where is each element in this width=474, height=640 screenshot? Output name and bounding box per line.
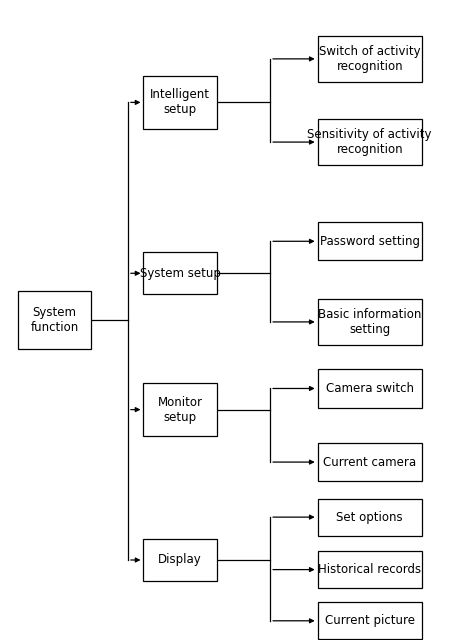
Text: Basic information
setting: Basic information setting xyxy=(318,308,421,336)
Text: Sensitivity of activity
recognition: Sensitivity of activity recognition xyxy=(308,128,432,156)
Text: System
function: System function xyxy=(30,306,79,334)
FancyBboxPatch shape xyxy=(318,551,422,588)
FancyBboxPatch shape xyxy=(318,119,422,165)
FancyBboxPatch shape xyxy=(318,499,422,536)
Text: System setup: System setup xyxy=(140,267,220,280)
Text: Set options: Set options xyxy=(337,511,403,524)
FancyBboxPatch shape xyxy=(143,76,217,129)
Text: Intelligent
setup: Intelligent setup xyxy=(150,88,210,116)
FancyBboxPatch shape xyxy=(143,252,217,294)
Text: Monitor
setup: Monitor setup xyxy=(158,396,202,424)
Text: Current camera: Current camera xyxy=(323,456,416,468)
Text: Camera switch: Camera switch xyxy=(326,382,414,395)
FancyBboxPatch shape xyxy=(318,443,422,481)
FancyBboxPatch shape xyxy=(318,299,422,345)
FancyBboxPatch shape xyxy=(18,291,91,349)
FancyBboxPatch shape xyxy=(143,539,217,581)
Text: Display: Display xyxy=(158,554,202,566)
Text: Switch of activity
recognition: Switch of activity recognition xyxy=(319,45,420,73)
FancyBboxPatch shape xyxy=(318,369,422,408)
FancyBboxPatch shape xyxy=(318,36,422,82)
Text: Current picture: Current picture xyxy=(325,614,415,627)
Text: Password setting: Password setting xyxy=(320,235,419,248)
FancyBboxPatch shape xyxy=(143,383,217,436)
Text: Historical records: Historical records xyxy=(318,563,421,576)
FancyBboxPatch shape xyxy=(318,602,422,639)
FancyBboxPatch shape xyxy=(318,222,422,260)
